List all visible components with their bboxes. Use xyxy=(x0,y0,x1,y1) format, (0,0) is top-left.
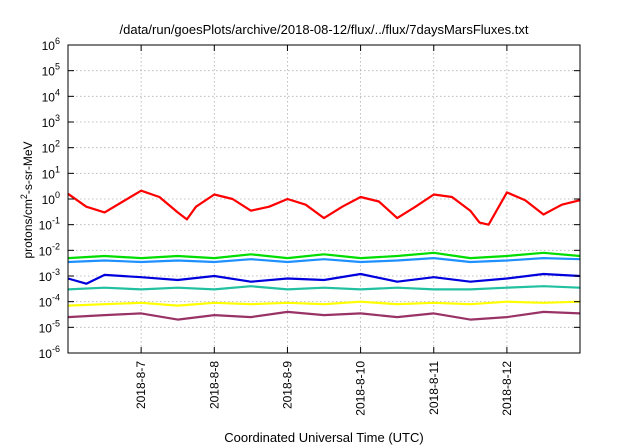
series-line xyxy=(67,300,581,307)
y-tick-base: 10 xyxy=(39,244,53,258)
y-tick-exponent: 4 xyxy=(55,87,60,97)
y-tick-exponent: 1 xyxy=(55,164,60,174)
y-axis-label: protons/cm2-s-sr-MeV xyxy=(19,141,35,258)
y-axis-label-pre: protons/cm xyxy=(21,199,35,258)
y-tick-label: 105 xyxy=(42,62,60,79)
series-line xyxy=(67,251,581,260)
y-tick-exponent: -2 xyxy=(52,241,60,251)
y-tick-base: 10 xyxy=(42,90,56,104)
y-tick-label: 10-6 xyxy=(39,344,60,361)
y-tick-base: 10 xyxy=(42,39,56,53)
y-tick-label: 103 xyxy=(42,113,60,130)
y-tick-label: 100 xyxy=(42,190,60,207)
y-tick-label: 10-5 xyxy=(39,318,60,335)
y-tick-base: 10 xyxy=(39,296,53,310)
y-tick-label: 101 xyxy=(42,164,60,181)
y-tick-label: 10-1 xyxy=(39,216,60,233)
y-tick-base: 10 xyxy=(39,270,53,284)
y-tick-exponent: -1 xyxy=(52,216,60,226)
y-tick-exponent: -3 xyxy=(52,267,60,277)
y-tick-exponent: 3 xyxy=(55,113,60,123)
series-line xyxy=(67,285,581,291)
series-line xyxy=(67,257,581,264)
x-tick-label: 2018-8-10 xyxy=(354,361,368,416)
y-tick-base: 10 xyxy=(39,347,53,361)
series-line xyxy=(67,272,581,285)
chart-title: /data/run/goesPlots/archive/2018-08-12/f… xyxy=(120,22,529,37)
y-tick-base: 10 xyxy=(39,321,53,335)
series-line xyxy=(67,189,581,226)
y-tick-base: 10 xyxy=(42,65,56,79)
y-tick-base: 10 xyxy=(42,193,56,207)
y-tick-label: 106 xyxy=(42,36,60,53)
y-tick-exponent: 6 xyxy=(55,36,60,46)
y-tick-label: 102 xyxy=(42,139,60,156)
x-tick-label: 2018-8-7 xyxy=(134,361,148,409)
y-tick-exponent: -5 xyxy=(52,318,60,328)
y-tick-label: 104 xyxy=(42,87,60,104)
y-axis-label-post: -s-sr-MeV xyxy=(21,141,35,194)
x-tick-label: 2018-8-12 xyxy=(500,361,514,416)
series-line xyxy=(67,310,581,321)
x-tick-label: 2018-8-11 xyxy=(427,361,441,415)
y-tick-exponent: 0 xyxy=(55,190,60,200)
y-tick-label: 10-2 xyxy=(39,241,60,258)
y-tick-exponent: 5 xyxy=(55,62,60,72)
y-axis-label-sup: 2 xyxy=(19,194,29,199)
y-tick-exponent: -6 xyxy=(52,344,60,354)
y-tick-base: 10 xyxy=(39,219,53,233)
x-axis-label: Coordinated Universal Time (UTC) xyxy=(224,430,423,445)
y-tick-exponent: -4 xyxy=(52,293,60,303)
y-tick-exponent: 2 xyxy=(55,139,60,149)
x-tick-label: 2018-8-8 xyxy=(207,361,221,409)
y-tick-label: 10-3 xyxy=(39,267,60,284)
y-tick-base: 10 xyxy=(42,142,56,156)
series-layer xyxy=(67,189,581,321)
y-tick-base: 10 xyxy=(42,167,56,181)
x-tick-label: 2018-8-9 xyxy=(280,361,294,409)
y-tick-base: 10 xyxy=(42,116,56,130)
y-tick-label: 10-4 xyxy=(39,293,60,310)
axis-ticks: 10-610-510-410-310-210-11001011021031041… xyxy=(39,36,580,416)
